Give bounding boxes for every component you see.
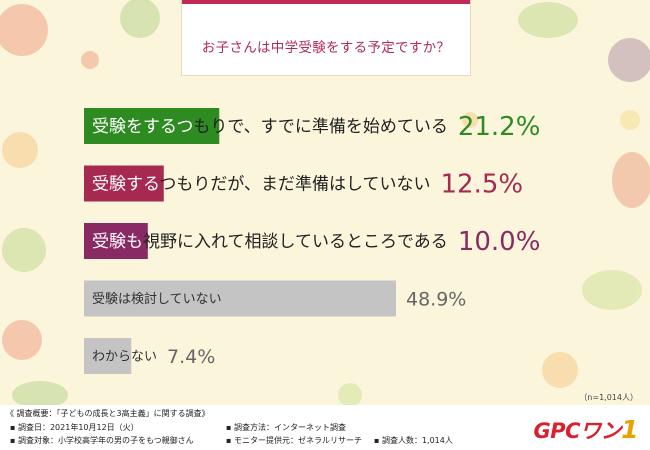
bar-4 <box>84 338 132 374</box>
survey-method: ▪ 調査方法：インターネット調査 <box>226 423 346 432</box>
question-title: お子さんは中学受験をする予定ですか？ <box>201 40 451 56</box>
bar-2 <box>84 223 148 259</box>
category-label-4: わからない <box>92 350 157 365</box>
bar-3 <box>84 280 396 317</box>
survey-target: ▪ 調査対象：小学校高学年の男の子をもつ親御さん <box>10 436 194 445</box>
category-label-2: 受験も視野に入れて相談しているところである <box>92 232 448 252</box>
chart-panel: お子さんは中学受験をする予定ですか？ 受験をするつもりで、すでに準備を始めている… <box>84 0 638 402</box>
bar-0 <box>84 108 220 144</box>
survey-title: 《 調査概要：「子どもの成長と3高主義」に関する調査》 <box>6 409 210 418</box>
question-box: お子さんは中学受験をする予定ですか？ <box>181 0 471 76</box>
question-accent-bar <box>182 0 470 4</box>
category-label-0: 受験をするつもりで、すでに準備を始めている <box>92 117 448 137</box>
value-label-2: 10.0% <box>458 227 541 257</box>
value-label-0: 21.2% <box>458 112 541 142</box>
footer: 《 調査概要：「子どもの成長と3高主義」に関する調査》 ▪ 調査日：2021年1… <box>0 405 650 450</box>
value-label-3: 48.9% <box>406 289 466 311</box>
bar-1 <box>84 165 164 202</box>
survey-respondents: ▪ 調査人数：1,014人 <box>374 436 453 445</box>
survey-provider: ▪ モニター提供元：ゼネラルリサーチ <box>226 436 362 445</box>
value-label-4: 7.4% <box>167 346 215 368</box>
survey-date: ▪ 調査日：2021年10月12日（火） <box>10 423 139 432</box>
category-label-3: 受験は検討していない <box>92 291 222 307</box>
gpc-one-logo: GPCワン1 <box>533 415 639 444</box>
sample-size: （n=1,014人） <box>579 393 638 402</box>
value-label-1: 12.5% <box>440 170 523 200</box>
category-label-1: 受験するつもりだが、まだ準備はしていない <box>92 175 430 195</box>
bar-chart: 受験をするつもりで、すでに準備を始めている 21.2% 受験するつもりだが、まだ準備… <box>84 108 541 374</box>
